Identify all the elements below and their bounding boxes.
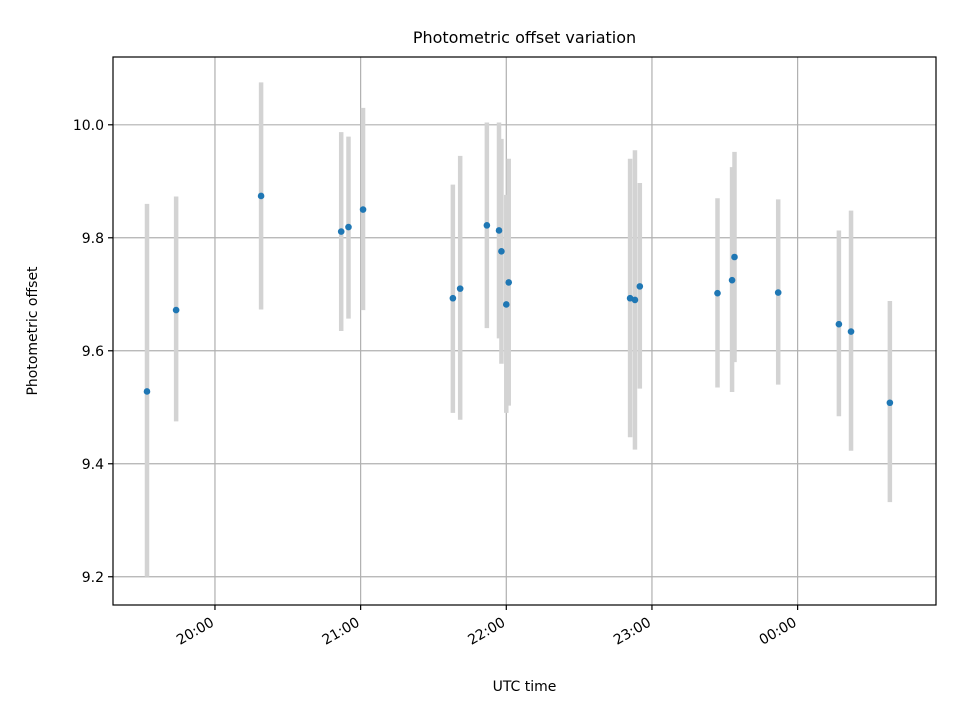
data-point <box>847 328 855 335</box>
data-point <box>502 301 510 308</box>
data-point <box>495 227 503 234</box>
y-axis-label: Photometric offset <box>25 266 41 396</box>
data-point <box>636 283 644 290</box>
data-point <box>631 296 639 304</box>
data-points <box>143 192 894 407</box>
plot-frame <box>112 56 937 606</box>
data-point <box>172 306 180 314</box>
data-point <box>456 285 464 292</box>
data-point <box>728 276 736 284</box>
y-tick-label: 9.4 <box>82 457 104 473</box>
data-point <box>835 320 843 328</box>
data-point <box>337 228 345 235</box>
data-point <box>498 248 505 255</box>
data-point <box>449 294 457 302</box>
data-point <box>359 206 367 213</box>
data-point <box>774 289 782 296</box>
data-point <box>257 192 265 200</box>
data-point <box>483 222 491 229</box>
y-tick-label: 9.2 <box>82 570 104 586</box>
data-point <box>714 289 721 297</box>
data-point <box>505 279 513 286</box>
x-axis-label: UTC time <box>493 679 557 695</box>
data-point <box>886 399 894 407</box>
y-tick-label: 9.6 <box>82 344 104 360</box>
y-tick-label: 10.0 <box>73 118 104 134</box>
data-point <box>731 253 738 261</box>
data-point <box>143 388 151 395</box>
chart-title: Photometric offset variation <box>413 28 636 47</box>
data-point <box>345 223 352 231</box>
y-axis: 9.2 9.4 9.6 9.8 10.0 <box>73 118 113 586</box>
y-tick-label: 9.8 <box>82 231 104 247</box>
grid <box>113 57 936 605</box>
